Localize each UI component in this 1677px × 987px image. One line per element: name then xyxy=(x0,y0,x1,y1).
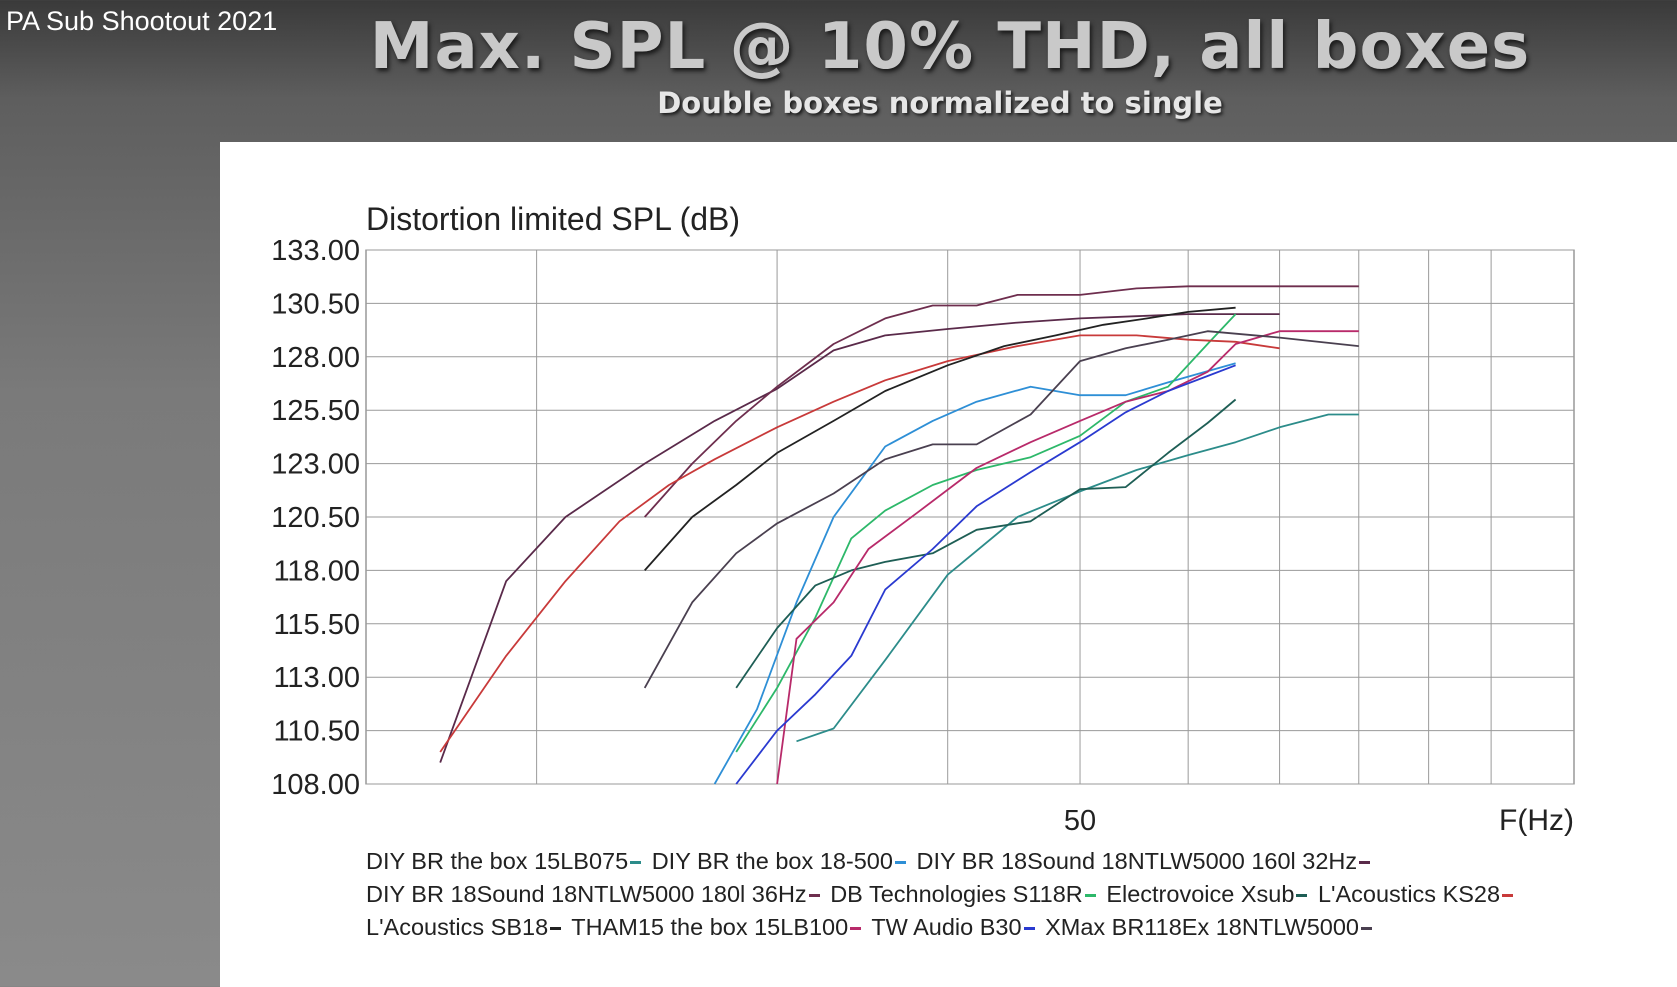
legend-label: DIY BR the box 15LB075 xyxy=(366,848,629,874)
legend-item: L'Acoustics KS28 xyxy=(1317,881,1514,907)
chart-panel xyxy=(220,142,1677,987)
series-line-1 xyxy=(796,413,1359,743)
legend-item: XMax BR118Ex 18NTLW5000 xyxy=(1045,914,1372,940)
y-tick-label: 120.50 xyxy=(271,502,360,534)
series-line-3 xyxy=(439,313,1280,763)
legend-swatch xyxy=(1084,894,1096,898)
corner-title: PA Sub Shootout 2021 xyxy=(6,6,278,36)
chart-title: Distortion limited SPL (dB) xyxy=(366,201,740,237)
legend-label: L'Acoustics KS28 xyxy=(1317,881,1501,907)
legend-swatch xyxy=(550,927,562,931)
legend-swatch xyxy=(808,894,820,898)
legend-swatch xyxy=(1296,894,1308,898)
x-tick-labels: 50 xyxy=(1064,805,1096,837)
legend-swatch xyxy=(1502,894,1514,898)
series-line-2 xyxy=(713,362,1236,785)
legend-item: L'Acoustics SB18 xyxy=(366,914,562,940)
series-lines xyxy=(439,285,1359,785)
legend-item: DIY BR 18Sound 18NTLW5000 160l 32Hz xyxy=(916,848,1371,874)
y-tick-label: 115.50 xyxy=(273,609,360,641)
legend-item: TW Audio B30 xyxy=(871,914,1035,940)
series-line-4 xyxy=(644,285,1359,518)
legend-label: L'Acoustics SB18 xyxy=(366,914,549,940)
legend-swatch xyxy=(894,861,906,865)
series-line-9 xyxy=(776,330,1359,785)
legend-item: DIY BR the box 15LB075 xyxy=(366,848,642,874)
legend: DIY BR the box 15LB075 DIY BR the box 18… xyxy=(366,845,1546,944)
legend-item: DB Technologies S118R xyxy=(830,881,1096,907)
series-line-10 xyxy=(735,364,1236,785)
y-tick-label: 133.00 xyxy=(271,235,360,267)
legend-swatch xyxy=(850,927,862,931)
x-axis-label: F(Hz) xyxy=(1499,804,1574,837)
subtitle: Double boxes normalized to single xyxy=(657,86,1223,120)
series-line-6 xyxy=(735,398,1237,689)
chart-grid xyxy=(365,249,1575,785)
y-tick-label: 118.00 xyxy=(273,555,360,587)
legend-label: DB Technologies S118R xyxy=(830,881,1083,907)
legend-swatch xyxy=(1023,927,1035,931)
y-tick-label: 113.00 xyxy=(273,662,360,694)
legend-item: DIY BR 18Sound 18NTLW5000 180l 36Hz xyxy=(366,881,820,907)
legend-label: THAM15 the box 15LB100 xyxy=(571,914,849,940)
legend-item: THAM15 the box 15LB100 xyxy=(571,914,862,940)
y-tick-label: 108.00 xyxy=(271,769,360,801)
y-tick-label: 130.50 xyxy=(271,288,360,320)
series-line-7 xyxy=(439,334,1280,753)
series-line-5 xyxy=(735,313,1237,753)
legend-label: Electrovoice Xsub xyxy=(1106,881,1295,907)
legend-label: DIY BR 18Sound 18NTLW5000 180l 36Hz xyxy=(366,881,807,907)
legend-label: DIY BR the box 18-500 xyxy=(651,848,893,874)
legend-swatch xyxy=(1359,861,1371,865)
x-tick-label: 50 xyxy=(1064,805,1096,837)
legend-swatch xyxy=(630,861,642,865)
legend-item: DIY BR the box 18-500 xyxy=(652,848,906,874)
legend-label: TW Audio B30 xyxy=(871,914,1022,940)
y-tick-label: 125.50 xyxy=(271,395,360,427)
legend-label: DIY BR 18Sound 18NTLW5000 160l 32Hz xyxy=(916,848,1358,874)
series-line-11 xyxy=(643,330,1359,689)
y-tick-label: 123.00 xyxy=(271,449,360,481)
series-line-8 xyxy=(644,306,1236,571)
legend-label: XMax BR118Ex 18NTLW5000 xyxy=(1045,914,1359,940)
y-tick-labels: 108.00 110.50 113.00 115.50 118.00 120.50 123.… xyxy=(271,235,360,801)
y-tick-label: 110.50 xyxy=(273,716,360,748)
main-title: Max. SPL @ 10% THD, all boxes xyxy=(369,10,1531,84)
legend-item: Electrovoice Xsub xyxy=(1106,881,1308,907)
y-tick-label: 128.00 xyxy=(271,342,360,374)
legend-swatch xyxy=(1360,927,1372,931)
